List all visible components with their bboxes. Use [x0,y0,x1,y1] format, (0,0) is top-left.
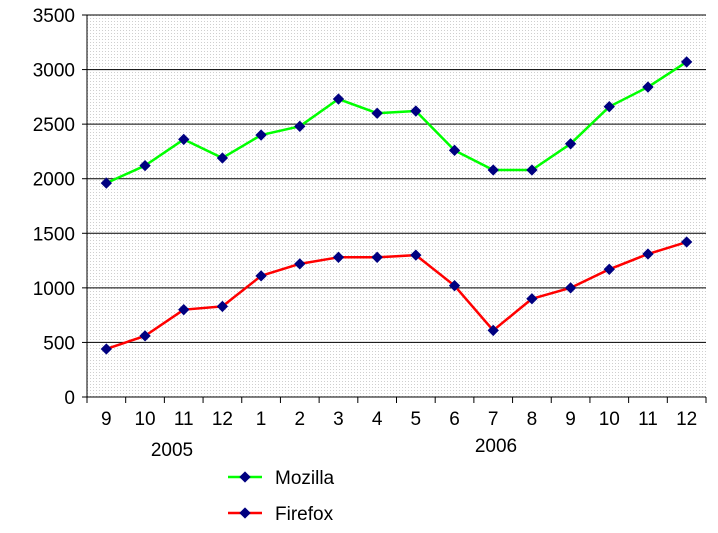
y-tick-label: 500 [43,333,75,354]
legend: Mozilla Firefox [228,468,335,525]
year-labels: 2005 2006 [151,436,517,461]
x-tick-label: 8 [527,409,538,430]
data-point-mozilla [564,138,577,150]
x-tick-label: 5 [411,409,422,430]
gridlines [87,14,706,343]
x-tick-label: 9 [101,409,112,430]
series-line-mozilla [105,60,688,185]
x-tick-label: 4 [372,409,383,430]
x-tick-label: 2 [294,409,305,430]
legend-marker-firefox [239,507,251,519]
legend-item-mozilla: Mozilla [228,468,335,489]
data-point-firefox [216,300,229,313]
data-point-mozilla [487,164,499,176]
x-tick-label: 9 [565,409,576,430]
data-point-firefox [526,293,538,305]
data-point-firefox [410,249,422,261]
x-axis-ticks: 9 10 11 12 1 2 3 4 5 6 7 8 9 10 11 12 [86,397,707,430]
data-point-mozilla [526,164,538,176]
data-point-mozilla [255,129,267,141]
x-tick-label: 12 [212,409,233,430]
series-line-firefox [105,240,688,351]
x-tick-label: 10 [599,409,620,430]
x-tick-label: 10 [134,409,155,430]
data-point-firefox [603,263,615,275]
x-tick-label: 3 [333,409,344,430]
data-point-firefox [564,282,577,294]
y-tick-label: 2500 [33,115,75,136]
data-point-mozilla [178,133,190,146]
legend-marker-mozilla [239,471,251,483]
plot-area [87,15,706,397]
data-point-firefox [178,304,190,316]
legend-item-firefox: Firefox [228,504,334,525]
y-tick-label: 0 [64,388,75,409]
data-point-firefox [448,280,461,292]
x-tick-label: 12 [676,409,697,430]
data-point-mozilla [448,144,461,156]
legend-label-mozilla: Mozilla [275,468,335,489]
y-axis-ticks: 0 500 1000 1500 2000 2500 3000 3500 [33,6,87,409]
legend-label-firefox: Firefox [275,504,334,525]
year-label-2005: 2005 [151,440,193,461]
year-label-2006: 2006 [475,436,517,457]
x-tick-label: 11 [174,409,194,430]
y-tick-label: 3000 [33,61,75,82]
data-point-firefox [139,330,151,342]
y-tick-label: 3500 [33,6,75,27]
data-point-firefox [332,251,345,263]
x-tick-label: 7 [488,409,499,430]
x-tick-label: 1 [256,409,267,430]
series-lines [100,56,693,355]
x-tick-label: 6 [449,409,460,430]
data-point-firefox [487,324,499,337]
data-point-firefox [680,236,693,248]
data-point-mozilla [216,152,229,164]
y-tick-label: 2000 [33,170,75,191]
data-point-firefox [642,248,654,260]
y-tick-label: 1500 [33,224,75,245]
data-point-firefox [371,251,383,263]
data-point-mozilla [139,159,151,172]
data-point-firefox [255,270,267,282]
x-tick-label: 11 [638,409,658,430]
y-tick-label: 1000 [33,279,75,300]
data-point-firefox [294,258,306,270]
